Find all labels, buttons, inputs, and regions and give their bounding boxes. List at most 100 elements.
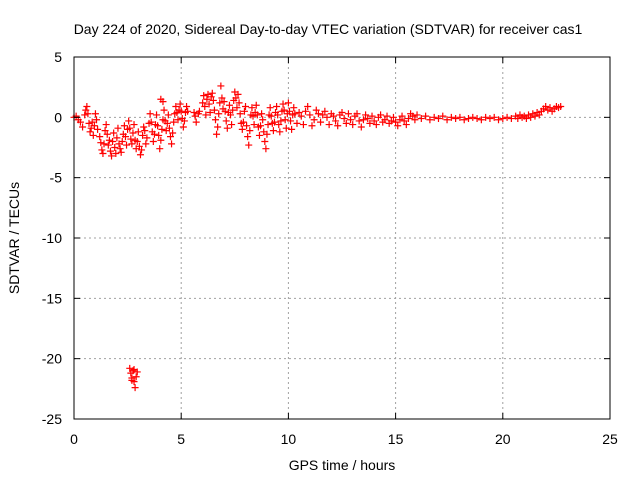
data-point [111,144,119,151]
y-tick-label: 0 [54,109,62,125]
data-point [177,107,185,115]
y-axis-label: SDTVAR / TECUs [6,182,22,294]
data-point [338,109,346,117]
y-tick-label: -20 [42,351,62,367]
data-point [205,100,213,108]
data-point [170,118,178,126]
data-point [323,113,331,121]
data-point [155,131,163,139]
data-point [473,115,481,123]
x-tick-label: 25 [602,431,618,447]
data-point [332,117,340,125]
data-point [154,122,162,130]
data-point [396,116,404,124]
data-point [133,137,141,145]
data-point [285,107,293,115]
data-point [261,137,269,145]
data-point [452,115,460,123]
data-point [413,111,421,119]
data-point [246,127,254,135]
data-point [366,119,374,127]
data-point [118,137,126,145]
data-point [131,384,139,392]
data-point [160,106,168,114]
data-point [377,111,385,119]
data-point [190,109,198,117]
data-point [215,110,223,118]
data-point [217,82,225,90]
data-point [176,100,184,108]
data-point [158,125,166,133]
data-point [108,152,116,160]
data-point [402,121,410,129]
data-point [389,113,397,121]
data-point [157,136,165,144]
data-point [334,122,342,130]
data-point [464,115,472,123]
data-point [85,119,93,127]
data-point [359,116,367,124]
data-point [362,111,370,119]
data-point [295,109,303,117]
x-tick-label: 15 [388,431,404,447]
data-point [383,112,391,120]
data-point [243,122,251,130]
data-point [522,115,530,123]
data-point [387,117,395,125]
data-point [234,90,242,98]
data-point [306,111,314,119]
data-point [94,125,102,133]
data-point [456,113,464,121]
data-point [253,111,261,119]
data-point [227,111,235,119]
data-point [258,110,266,118]
data-point [128,376,136,384]
data-point [103,130,111,138]
data-point [372,121,380,129]
data-point [250,121,258,129]
data-point [221,107,229,115]
data-point [141,127,149,135]
data-point [220,98,228,106]
data-point [136,151,144,159]
data-point [469,113,477,121]
data-point [183,102,191,110]
data-point [531,112,539,120]
data-point [357,123,365,131]
data-point [184,107,192,115]
data-point [100,140,108,148]
data-point [214,123,222,131]
data-point [93,116,101,124]
data-point [127,135,135,143]
data-point [229,106,237,114]
data-point [114,124,122,132]
data-point [255,131,263,139]
data-point [123,141,131,149]
data-point [274,111,282,119]
data-point [290,104,298,112]
data-point [105,136,113,144]
data-point [304,102,312,110]
data-point [447,113,455,121]
data-point [281,116,289,124]
data-point [236,110,244,118]
x-tick-label: 0 [70,431,78,447]
data-point [120,122,128,130]
data-point [282,124,290,132]
data-point [203,95,211,103]
data-point [394,122,402,130]
data-point [240,107,248,115]
data-point [312,106,320,114]
data-point [499,115,507,123]
data-point [116,145,124,153]
data-point [280,106,288,114]
data-point [98,146,106,154]
data-point [117,148,125,156]
data-point [128,140,136,148]
data-point [76,118,84,126]
data-point [99,150,107,158]
data-point [150,130,158,138]
data-point [398,112,406,120]
x-tick-label: 5 [177,431,185,447]
